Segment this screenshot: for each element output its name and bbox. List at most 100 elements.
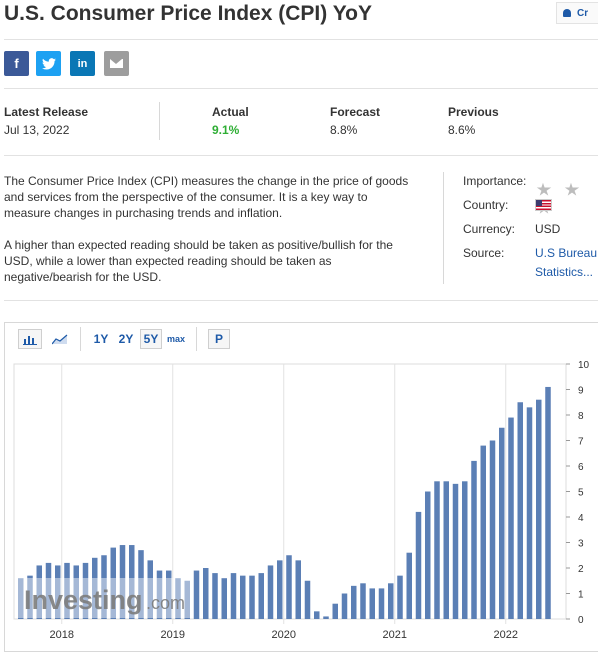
cpi-bar[interactable]: [323, 616, 329, 619]
cpi-bar[interactable]: [304, 580, 311, 619]
cpi-bar[interactable]: [351, 585, 357, 619]
y-tick-label: 9: [578, 386, 584, 397]
cpi-bar[interactable]: [526, 407, 533, 619]
cpi-bar[interactable]: [425, 491, 431, 620]
x-tick-label: 2022: [494, 629, 518, 641]
p-button[interactable]: P: [208, 329, 230, 349]
cpi-bar[interactable]: [267, 565, 274, 619]
cpi-bar[interactable]: [360, 583, 366, 619]
actual-value: 9.1%: [212, 123, 240, 137]
y-tick-label: 4: [578, 513, 584, 524]
cpi-bar[interactable]: [240, 575, 246, 619]
cpi-bar[interactable]: [147, 560, 154, 619]
cpi-bar[interactable]: [18, 578, 24, 619]
cpi-bar[interactable]: [184, 580, 191, 619]
bar-chart-type-button[interactable]: [18, 329, 42, 349]
range-2y-button[interactable]: 2Y: [118, 332, 134, 346]
cpi-bar[interactable]: [55, 565, 61, 619]
watermark-suffix: .com: [146, 593, 185, 613]
y-tick-label: 3: [578, 539, 584, 550]
area-chart-icon: [52, 334, 68, 344]
cpi-bar[interactable]: [406, 552, 413, 619]
cpi-bar[interactable]: [27, 575, 33, 619]
cpi-bar[interactable]: [119, 545, 126, 619]
cpi-bar[interactable]: [166, 570, 172, 619]
y-tick-label: 2: [578, 564, 584, 575]
create-alert-button[interactable]: Cr: [556, 2, 598, 24]
x-tick-label: 2019: [161, 629, 185, 641]
description-paragraph: A higher than expected reading should be…: [4, 238, 393, 284]
cpi-bar[interactable]: [332, 603, 339, 619]
country-label: Country:: [463, 198, 509, 212]
cpi-bar[interactable]: [369, 588, 376, 619]
source-link-line: U.S Bureau: [535, 246, 598, 260]
cpi-bar[interactable]: [517, 402, 524, 619]
cpi-bar[interactable]: [545, 386, 551, 619]
source-label: Source:: [463, 246, 505, 260]
cpi-bar[interactable]: [295, 560, 302, 619]
cpi-bar[interactable]: [434, 481, 440, 619]
cpi-bar[interactable]: [499, 427, 505, 619]
cpi-bar[interactable]: [101, 555, 107, 619]
linkedin-share-button[interactable]: in: [70, 51, 95, 76]
facebook-icon: f: [14, 56, 19, 71]
cpi-bar[interactable]: [249, 575, 255, 619]
cpi-bar[interactable]: [92, 557, 98, 619]
cpi-bar[interactable]: [536, 399, 542, 619]
cpi-bar[interactable]: [277, 560, 283, 619]
y-tick-label: 1: [578, 590, 584, 601]
bar-chart-icon: [23, 335, 37, 345]
y-tick-label: 0: [578, 615, 584, 626]
cpi-bar[interactable]: [415, 511, 422, 619]
currency-value: USD: [535, 222, 561, 236]
cpi-bar[interactable]: [286, 555, 292, 619]
cpi-bar[interactable]: [36, 565, 43, 619]
email-share-button[interactable]: [104, 51, 129, 76]
twitter-share-button[interactable]: [36, 51, 61, 76]
previous-value: 8.6%: [448, 123, 476, 137]
range-1y-button[interactable]: 1Y: [93, 332, 109, 346]
cpi-bar[interactable]: [45, 562, 52, 619]
cpi-bar[interactable]: [480, 445, 487, 619]
cpi-bar[interactable]: [258, 573, 265, 619]
y-tick-label: 5: [578, 488, 584, 499]
cpi-bar[interactable]: [221, 578, 228, 619]
cpi-bar[interactable]: [230, 573, 237, 619]
cpi-bar[interactable]: [203, 568, 209, 619]
x-tick-label: 2021: [383, 629, 407, 641]
y-tick-label: 7: [578, 437, 584, 448]
cpi-bar[interactable]: [508, 417, 514, 619]
cpi-bar[interactable]: [110, 547, 117, 619]
actual-label: Actual: [212, 105, 249, 119]
cpi-bar[interactable]: [129, 545, 135, 619]
cpi-bar[interactable]: [193, 570, 200, 619]
cpi-bar[interactable]: [212, 573, 218, 619]
facebook-share-button[interactable]: f: [4, 51, 29, 76]
cpi-bar[interactable]: [156, 570, 163, 619]
cpi-bar[interactable]: [175, 578, 181, 619]
page-title: U.S. Consumer Price Index (CPI) YoY: [4, 2, 372, 25]
cpi-bar[interactable]: [73, 565, 80, 619]
cpi-bar[interactable]: [138, 550, 144, 619]
cpi-bar[interactable]: [452, 483, 459, 619]
range-max-button[interactable]: max: [166, 334, 185, 344]
bell-icon: [563, 9, 571, 17]
description-paragraph: The Consumer Price Index (CPI) measures …: [4, 174, 409, 220]
range-5y-button[interactable]: 5Y: [140, 329, 162, 349]
cpi-bar[interactable]: [471, 460, 477, 619]
cpi-bar[interactable]: [64, 562, 70, 619]
divider: [196, 327, 197, 351]
source-link[interactable]: U.S Bureau Statistics...: [535, 244, 597, 282]
cpi-bar[interactable]: [378, 588, 385, 619]
line-chart-type-button[interactable]: [48, 329, 72, 349]
cpi-bar[interactable]: [489, 440, 496, 620]
cpi-bar[interactable]: [388, 583, 394, 619]
cpi-bar[interactable]: [397, 575, 403, 619]
cpi-bar[interactable]: [82, 562, 89, 619]
cpi-bar[interactable]: [341, 593, 348, 620]
previous-label: Previous: [448, 105, 499, 119]
cpi-bar[interactable]: [462, 481, 468, 619]
cpi-bar[interactable]: [314, 611, 320, 619]
latest-release-label: Latest Release: [4, 105, 89, 119]
cpi-bar[interactable]: [443, 481, 450, 619]
